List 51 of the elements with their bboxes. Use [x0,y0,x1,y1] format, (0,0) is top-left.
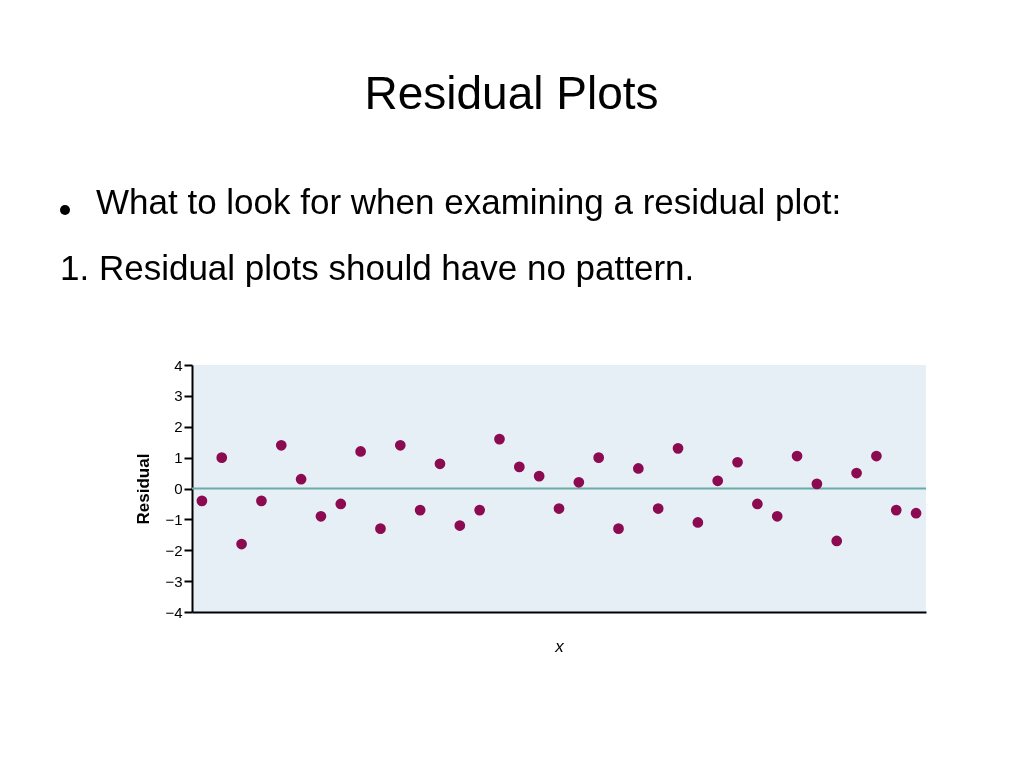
point [593,452,605,463]
point [256,495,267,507]
point [791,450,803,462]
y-tick-label: 2 [174,418,183,436]
point [732,456,743,468]
y-tick-label: 4 [174,356,183,374]
point [613,523,624,534]
point [811,478,823,490]
point [652,503,664,514]
point [394,439,406,451]
point [335,498,347,510]
point [831,535,843,547]
point [771,510,783,522]
y-tick-label: 0 [174,480,183,497]
point [434,458,446,470]
point [355,446,366,457]
point [752,498,763,510]
y-tick-label: −2 [165,541,183,559]
point [871,450,882,462]
point [672,443,684,454]
point [533,470,545,482]
point [513,461,525,473]
point [553,503,565,514]
point [295,473,307,485]
point [494,433,505,445]
point [890,504,902,516]
x-axis-title: x [554,636,565,656]
point [196,495,208,507]
text: What to look for when examining a residual plot: [96,182,842,222]
chart-title: Residual Plots [363,66,660,120]
y-tick-label: −1 [165,510,183,528]
point [414,504,426,516]
point [454,520,466,531]
y-tick-label: 3 [174,387,183,405]
point [712,475,724,487]
point [474,504,486,516]
y-axis-title: Residual [134,453,154,525]
point [910,507,922,519]
y-tick-label: −3 [165,572,183,590]
point [851,467,862,479]
point [632,463,644,474]
text: 1. Residual plots should have no pattern. [60,248,695,288]
y-tick-label: −4 [165,603,183,621]
point [216,452,228,463]
point [692,517,704,528]
point [236,538,247,550]
point [573,476,585,488]
point [375,523,386,534]
point [315,510,327,522]
point [275,439,287,451]
y-tick-label: 1 [174,449,183,467]
